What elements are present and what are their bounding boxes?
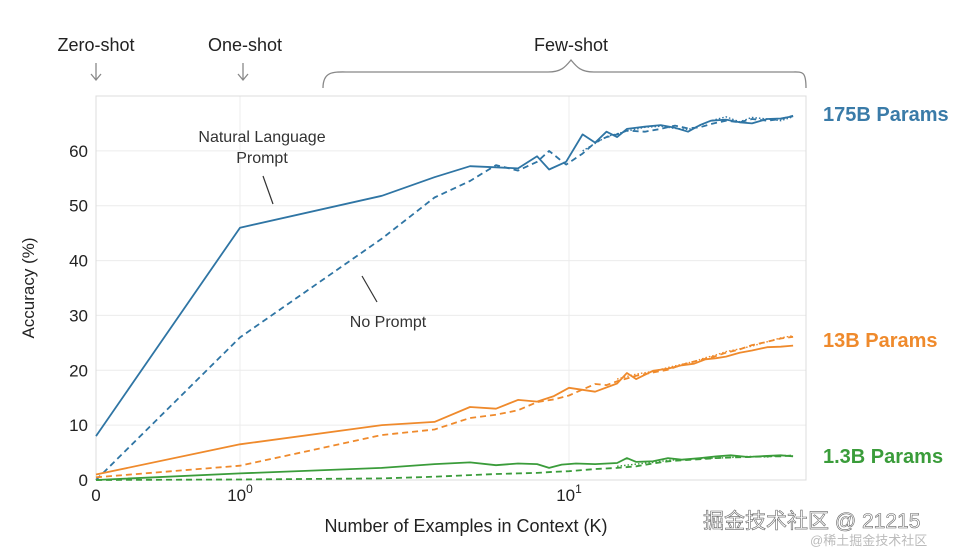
annotation-no-prompt: No Prompt — [350, 314, 427, 331]
x-axis-label: Number of Examples in Context (K) — [324, 516, 607, 536]
watermark-main: 掘金技术社区 @ 21215 — [703, 510, 920, 533]
series-13B-none-dotted — [616, 335, 794, 380]
annotation-natural-language-line2: Prompt — [236, 150, 288, 167]
y-tick-label-60: 60 — [69, 142, 88, 161]
series-1-3B-none-dotted — [617, 454, 794, 467]
zero-shot-arrow-icon — [90, 63, 102, 82]
model-label-1-3b: 1.3B Params — [823, 446, 943, 468]
model-label-175b: 175B Params — [823, 104, 949, 126]
one-shot-arrow-icon — [237, 63, 249, 82]
annotation-natural-language-line1: Natural Language — [198, 129, 325, 146]
annotation-no-prompt-pointer — [361, 275, 378, 303]
watermark-sub: @稀土掘金技术社区 — [810, 533, 927, 548]
annotation-natural-language-pointer — [262, 175, 274, 205]
y-tick-label-30: 30 — [69, 306, 88, 325]
x-tick-labels: 0 100 101 — [91, 482, 582, 505]
few-shot-brace-icon — [322, 58, 807, 89]
plot-frame — [95, 95, 807, 481]
series-1-3B-natural-solid — [95, 454, 794, 481]
series-layer — [95, 114, 794, 481]
y-axis-label: Accuracy (%) — [19, 237, 38, 338]
series-175B-none-dotted — [582, 116, 794, 152]
few-shot-label: Few-shot — [534, 35, 608, 55]
y-tick-label-40: 40 — [69, 252, 88, 271]
series-1-3B-none-dashed — [95, 454, 794, 481]
series-13B-natural-solid — [95, 344, 794, 476]
x-tick-label-1: 100 — [227, 482, 253, 505]
one-shot-label: One-shot — [208, 35, 282, 55]
y-tick-label-50: 50 — [69, 197, 88, 216]
series-175B-natural-solid — [95, 115, 794, 437]
x-tick-label-2: 101 — [556, 482, 582, 505]
y-tick-label-20: 20 — [69, 361, 88, 380]
model-label-13b: 13B Params — [823, 330, 938, 352]
y-tick-label-0: 0 — [79, 471, 88, 490]
y-tick-labels: 0 10 20 30 40 50 60 — [69, 142, 88, 490]
zero-shot-label: Zero-shot — [57, 35, 134, 55]
x-tick-label-0: 0 — [91, 486, 100, 505]
series-13B-none-dashed — [95, 335, 794, 479]
y-tick-label-10: 10 — [69, 416, 88, 435]
grid — [95, 96, 806, 481]
